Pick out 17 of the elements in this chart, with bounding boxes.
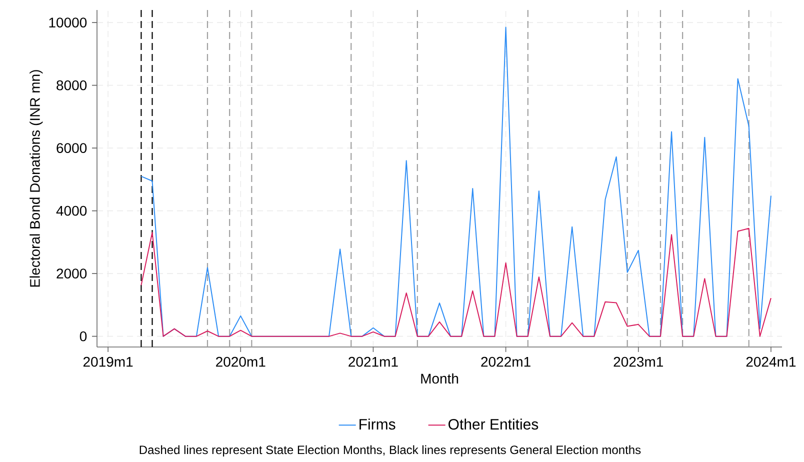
text: Dashed lines represent State Election Months, Black lines represents General Election months xyxy=(140,445,641,456)
y-tick-label: 10000 xyxy=(49,18,87,28)
y-axis-title: Electoral Bond Donations (INR mn) xyxy=(30,70,43,287)
legend-label: Firms xyxy=(360,418,396,430)
y-tick-label: 0 xyxy=(80,331,87,342)
x-axis-title: Month xyxy=(421,373,458,384)
y-tick-label: 4000 xyxy=(56,206,87,216)
legend-label: Other Entities xyxy=(448,418,538,430)
y-tick-label: 2000 xyxy=(56,268,87,279)
x-tick-label: 2022m1 xyxy=(481,356,530,367)
y-tick-label: 8000 xyxy=(56,80,87,90)
y-tick-label: 6000 xyxy=(56,143,87,154)
x-tick-label: 2020m1 xyxy=(216,356,266,367)
x-tick-label: 2024m1 xyxy=(746,356,796,367)
x-tick-label: 2021m1 xyxy=(348,356,398,367)
x-tick-label: 2023m1 xyxy=(614,356,663,367)
x-tick-label: 2019m1 xyxy=(83,356,133,367)
